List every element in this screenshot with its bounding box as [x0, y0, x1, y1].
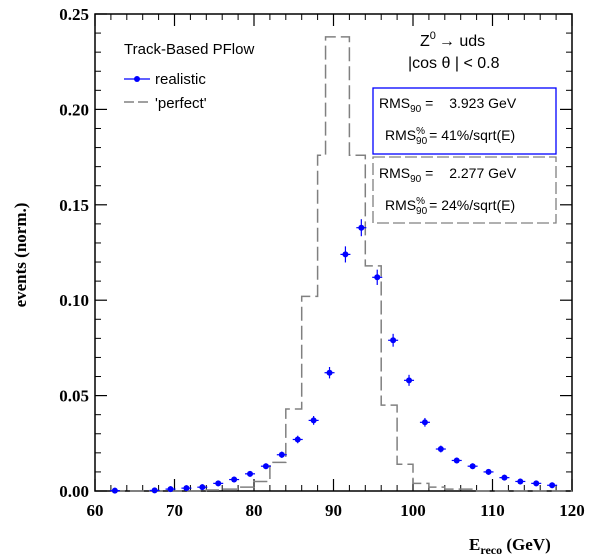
realistic-rmspct: RMS% 90 = 41%/sqrt(E) [385, 126, 515, 147]
perfect-rmspct: RMS% 90 = 24%/sqrt(E) [385, 196, 515, 217]
realistic-marker [469, 463, 476, 470]
realistic-marker [421, 419, 428, 426]
realistic-marker [374, 274, 381, 281]
realistic-point [324, 367, 335, 379]
realistic-point [451, 457, 462, 464]
realistic-point [467, 463, 478, 470]
realistic-marker [342, 251, 349, 258]
realistic-marker [390, 337, 397, 344]
realistic-point [388, 333, 399, 347]
legend-label-perfect: 'perfect' [155, 95, 207, 112]
realistic-rms90: RMS90 = 3.923 GeV [379, 95, 517, 115]
realistic-point [276, 451, 287, 458]
stat-box-perfect: RMS90 = 2.277 GeV RMS% 90 = 24%/sqrt(E) [372, 156, 557, 224]
y-tick-label: 0.10 [59, 291, 89, 310]
physics-label-line2: |cos θ | < 0.8 [408, 55, 500, 72]
y-tick-label: 0.00 [59, 482, 89, 501]
x-tick-label: 80 [246, 501, 263, 520]
realistic-point [109, 487, 120, 494]
stat-box-realistic: RMS90 = 3.923 GeV RMS% 90 = 41%/sqrt(E) [372, 87, 557, 155]
realistic-marker [167, 486, 174, 493]
y-tick-label: 0.05 [59, 387, 89, 406]
axis-ticks [94, 13, 573, 492]
realistic-point [372, 269, 383, 285]
realistic-marker [437, 446, 444, 453]
y-tick-label: 0.15 [59, 196, 89, 215]
realistic-marker [358, 224, 365, 231]
realistic-point [435, 445, 446, 453]
realistic-marker [151, 487, 158, 494]
realistic-point [547, 482, 558, 489]
realistic-point [515, 478, 526, 485]
realistic-point [165, 486, 176, 493]
legend-marker-realistic-dot [134, 76, 140, 82]
x-tick-label: 100 [400, 501, 426, 520]
realistic-point [308, 415, 319, 425]
realistic-marker [549, 482, 556, 489]
realistic-point [419, 417, 430, 427]
realistic-point [292, 435, 303, 444]
realistic-point [149, 487, 160, 494]
realistic-point [260, 463, 271, 470]
realistic-point [356, 219, 367, 237]
realistic-marker [501, 474, 508, 481]
perfect-series [110, 36, 572, 492]
realistic-marker [310, 417, 317, 424]
realistic-point [340, 246, 351, 263]
chart-title: Track-Based PFlow [124, 41, 254, 58]
physics-label-line1: Z0 → uds [420, 30, 485, 50]
stat-box-realistic-border [372, 87, 557, 155]
realistic-marker [406, 377, 413, 384]
realistic-series [109, 219, 558, 494]
x-tick-label: 120 [559, 501, 585, 520]
realistic-point [483, 468, 494, 475]
y-tick-label: 0.25 [59, 5, 89, 24]
realistic-marker [111, 487, 118, 494]
realistic-marker [215, 480, 222, 487]
realistic-marker [278, 451, 285, 458]
stat-box-perfect-border [372, 156, 557, 224]
realistic-marker [231, 476, 238, 483]
legend-label-realistic: realistic [155, 71, 206, 88]
realistic-marker [247, 470, 254, 477]
x-tick-label: 70 [166, 501, 183, 520]
realistic-point [499, 474, 510, 481]
realistic-marker [294, 436, 301, 443]
realistic-marker [533, 480, 540, 487]
realistic-point [245, 470, 256, 477]
y-tick-label: 0.20 [59, 100, 89, 119]
realistic-marker [485, 468, 492, 475]
realistic-point [404, 374, 415, 386]
realistic-marker [326, 369, 333, 376]
realistic-marker [453, 457, 460, 464]
perfect-rms90: RMS90 = 2.277 GeV [379, 165, 517, 185]
perfect-histogram-line [110, 36, 572, 492]
y-axis-label: events (norm.) [11, 203, 30, 308]
realistic-point [181, 485, 192, 492]
x-tick-label: 90 [325, 501, 342, 520]
realistic-marker [517, 478, 524, 485]
legend: realistic 'perfect' [124, 71, 207, 112]
realistic-point [197, 484, 208, 491]
axis-labels: 60 70 80 90 100 110 120 0.00 0.05 0.10 0.15 0.20 0.2… [59, 5, 585, 520]
x-tick-label: 60 [87, 501, 104, 520]
x-tick-label: 110 [480, 501, 505, 520]
realistic-marker [262, 463, 269, 470]
realistic-marker [199, 484, 206, 491]
realistic-marker [183, 485, 190, 492]
realistic-point [531, 480, 542, 487]
realistic-point [229, 476, 240, 483]
x-axis-label: Ereco (GeV) [469, 535, 551, 556]
realistic-point [213, 480, 224, 487]
